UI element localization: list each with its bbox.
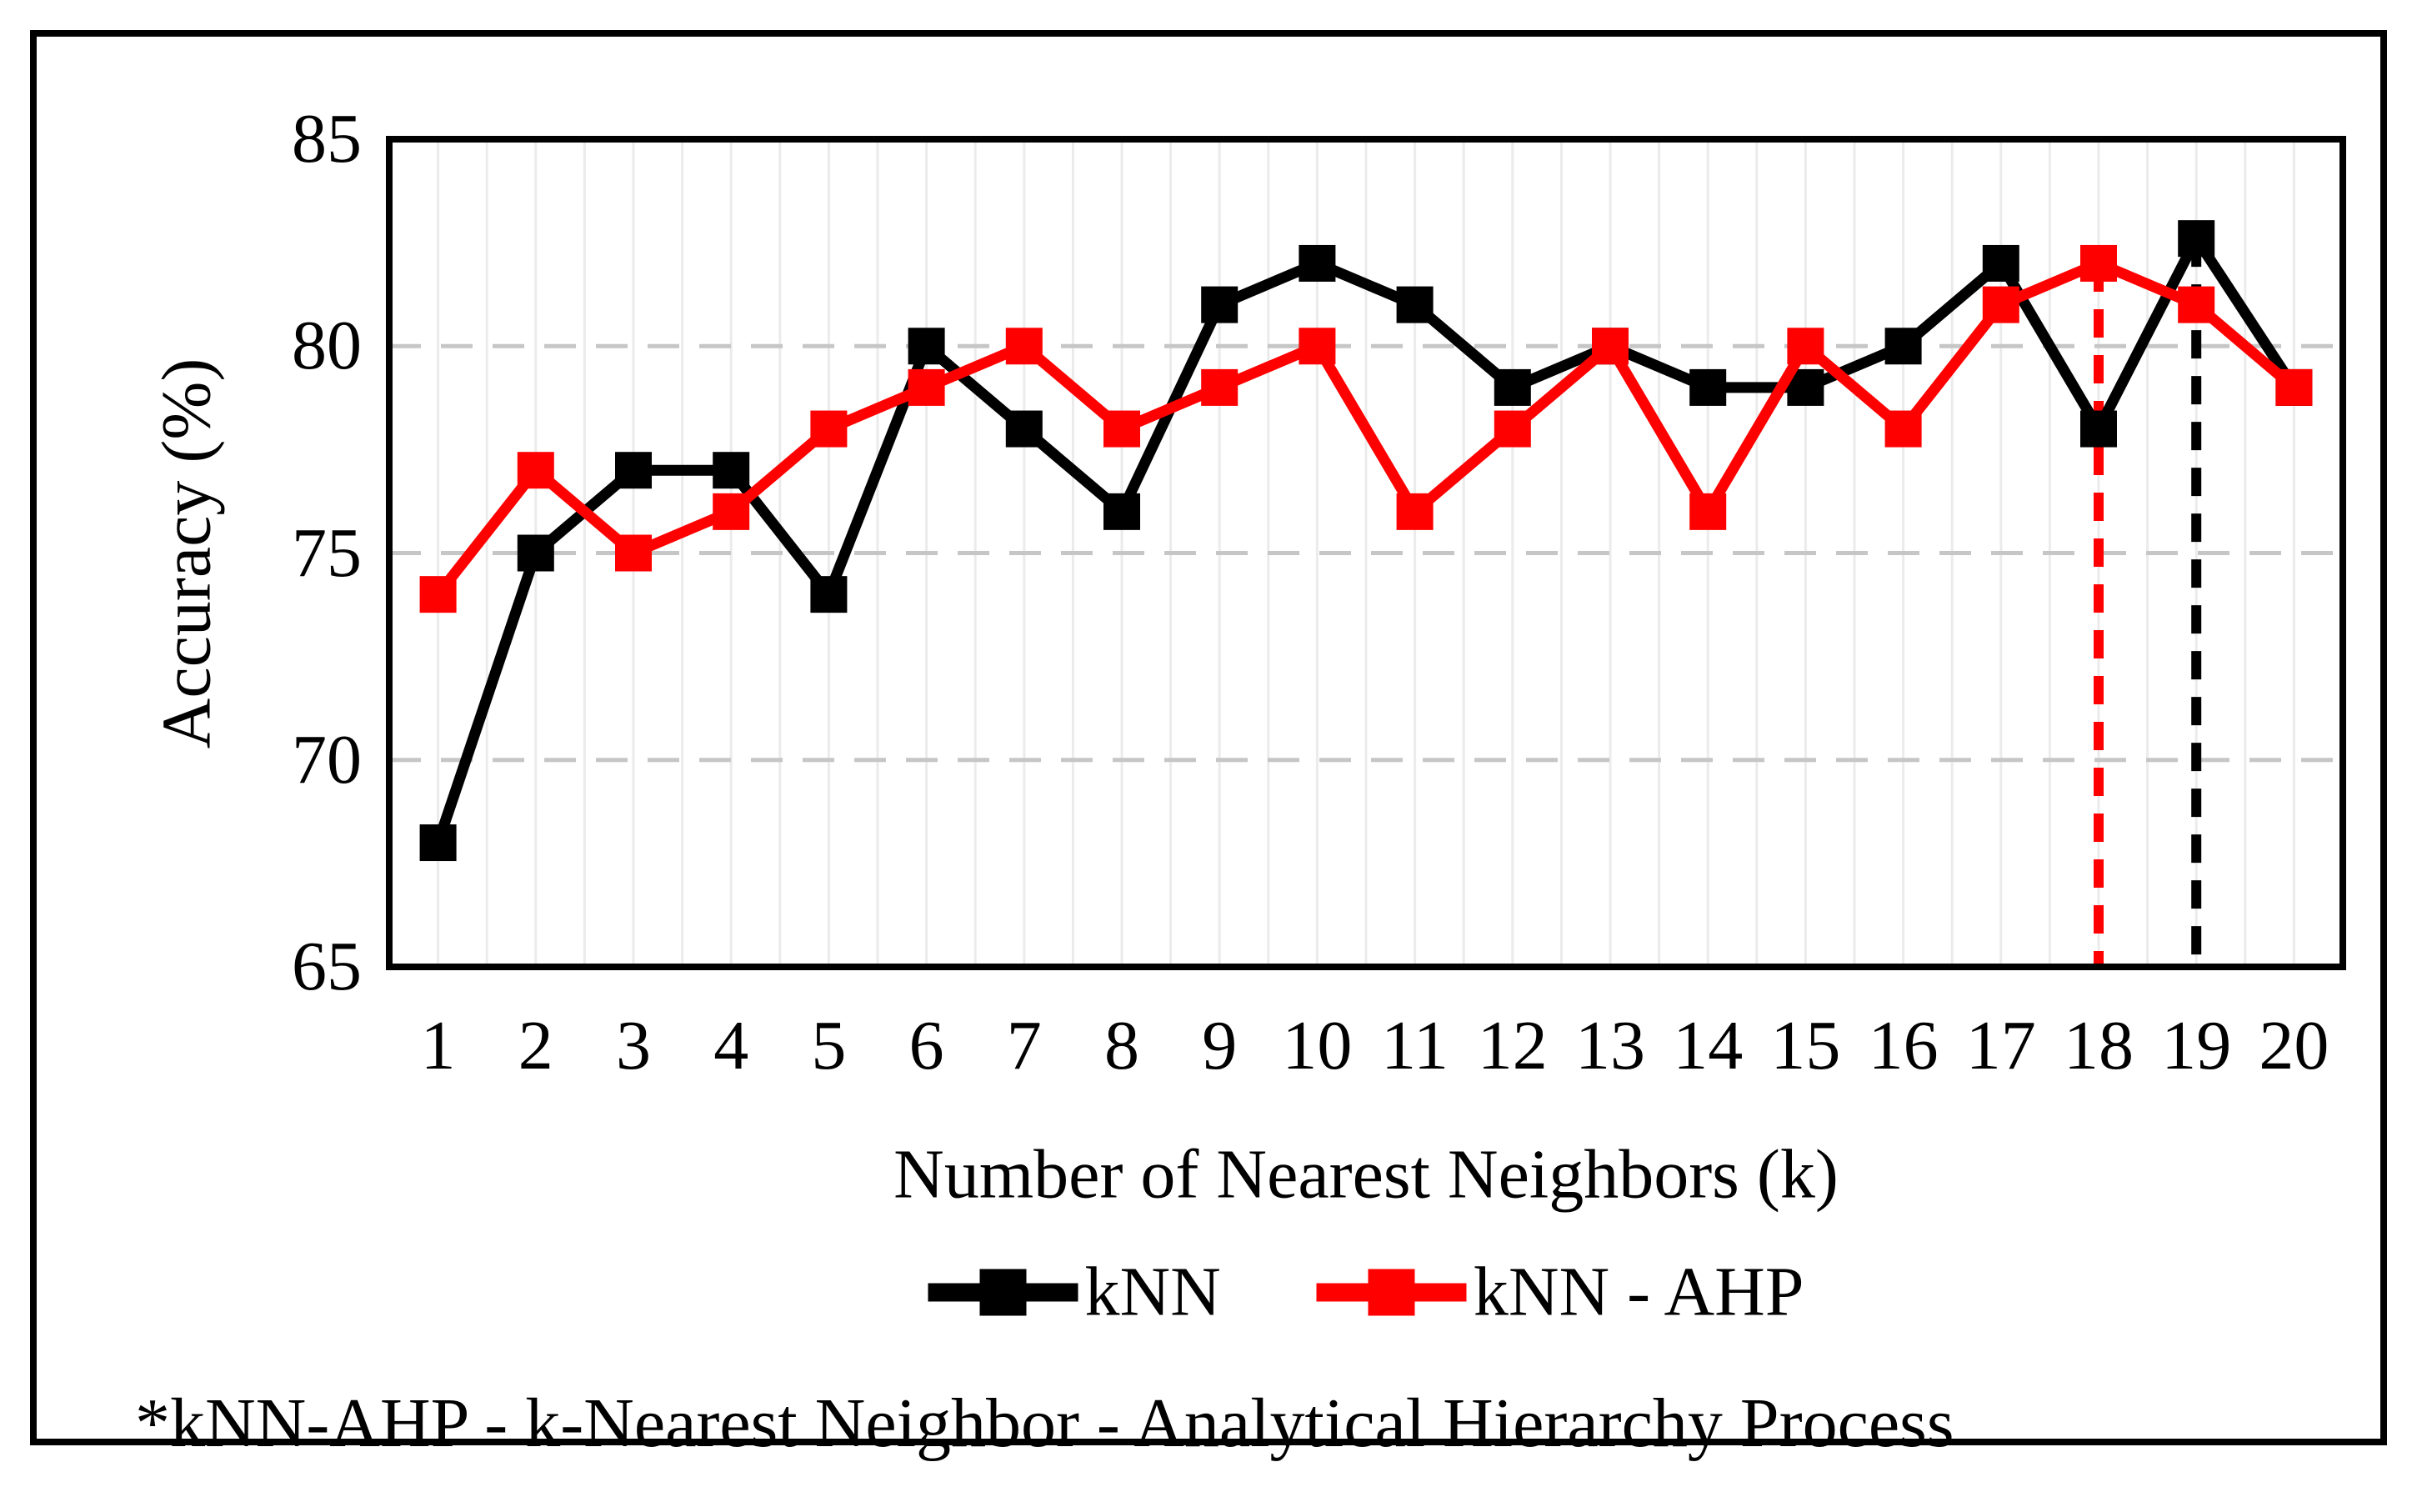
data-point — [2080, 244, 2117, 282]
x-tick-label: 13 — [1575, 1007, 1645, 1084]
data-point — [810, 576, 848, 613]
data-point — [1494, 410, 1531, 448]
data-point — [419, 824, 457, 862]
x-tick-label: 4 — [713, 1007, 749, 1084]
data-point — [2178, 220, 2215, 258]
legend-label: kNN - AHP — [1473, 1253, 1804, 1331]
data-point — [1787, 328, 1824, 365]
legend-item: kNN — [928, 1252, 1221, 1333]
data-point — [517, 452, 554, 489]
legend-marker-icon — [1316, 1267, 1467, 1317]
data-point — [1005, 328, 1043, 365]
data-point — [1005, 410, 1043, 448]
y-tick-label: 70 — [292, 720, 362, 799]
x-axis-title: Number of Nearest Neighbors (k) — [893, 1135, 1839, 1214]
data-point — [2178, 286, 2215, 323]
data-point — [1103, 493, 1140, 530]
x-tick-label: 20 — [2259, 1007, 2329, 1084]
data-point — [1299, 328, 1336, 365]
data-point — [2080, 410, 2117, 448]
data-point — [810, 410, 848, 448]
data-point — [1201, 368, 1239, 406]
figure-frame: Accuracy (%) 85 80 75 70 65 1 2 3 4 5 6 7 8 9 10 11 12 1… — [30, 30, 2387, 1462]
y-tick-label: 65 — [292, 928, 362, 1005]
x-tick-label: 17 — [1965, 1007, 2036, 1084]
x-tick-label: 1 — [420, 1007, 456, 1084]
legend-marker-icon — [928, 1267, 1078, 1317]
data-point — [713, 452, 750, 489]
legend-square — [1368, 1269, 1415, 1315]
y-tick-label: 80 — [292, 307, 362, 385]
data-point — [908, 328, 945, 365]
data-point — [1592, 328, 1629, 365]
chart-canvas — [386, 136, 2346, 970]
data-point — [1494, 368, 1531, 406]
data-point — [1689, 368, 1727, 406]
x-tick-label: 14 — [1673, 1007, 1744, 1084]
y-tick-label: 85 — [292, 100, 362, 178]
data-point — [1396, 493, 1434, 530]
x-tick-label: 19 — [2161, 1007, 2232, 1084]
data-point — [1884, 328, 1922, 365]
data-point — [1201, 286, 1239, 323]
y-tick-label: 75 — [292, 513, 362, 592]
x-tick-label: 10 — [1282, 1007, 1353, 1084]
x-tick-label: 2 — [518, 1007, 553, 1084]
x-tick-label: 9 — [1202, 1007, 1238, 1084]
x-tick-label: 12 — [1477, 1007, 1548, 1084]
x-tick-label: 6 — [908, 1007, 944, 1084]
x-tick-label: 8 — [1104, 1007, 1139, 1084]
data-point — [1982, 244, 2019, 282]
data-point — [517, 534, 554, 572]
x-tick-label: 15 — [1770, 1007, 1841, 1084]
x-tick-label: 5 — [811, 1007, 847, 1084]
legend-square — [979, 1269, 1027, 1315]
x-tick-label: 11 — [1381, 1007, 1449, 1084]
x-tick-label: 7 — [1006, 1007, 1042, 1084]
footnote: *kNN-AHP - k-Nearest Neighbor - Analytic… — [135, 1384, 1954, 1462]
data-point — [1689, 493, 1727, 530]
data-point — [1982, 286, 2019, 323]
data-point — [713, 493, 750, 530]
plot-border — [386, 136, 2346, 970]
legend: kNN kNN - AHP — [928, 1252, 1804, 1333]
x-tick-label: 16 — [1868, 1007, 1939, 1084]
data-point — [1299, 244, 1336, 282]
data-point — [615, 452, 652, 489]
data-point — [1396, 286, 1434, 323]
data-point — [419, 576, 457, 613]
legend-item: kNN - AHP — [1316, 1252, 1804, 1333]
x-tick-label: 18 — [2064, 1007, 2134, 1084]
x-tick-label: 3 — [616, 1007, 651, 1084]
data-point — [1884, 410, 1922, 448]
data-point — [1103, 410, 1140, 448]
data-point — [615, 534, 652, 572]
data-point — [2275, 368, 2313, 406]
data-point — [908, 368, 945, 406]
legend-label: kNN — [1084, 1253, 1221, 1331]
